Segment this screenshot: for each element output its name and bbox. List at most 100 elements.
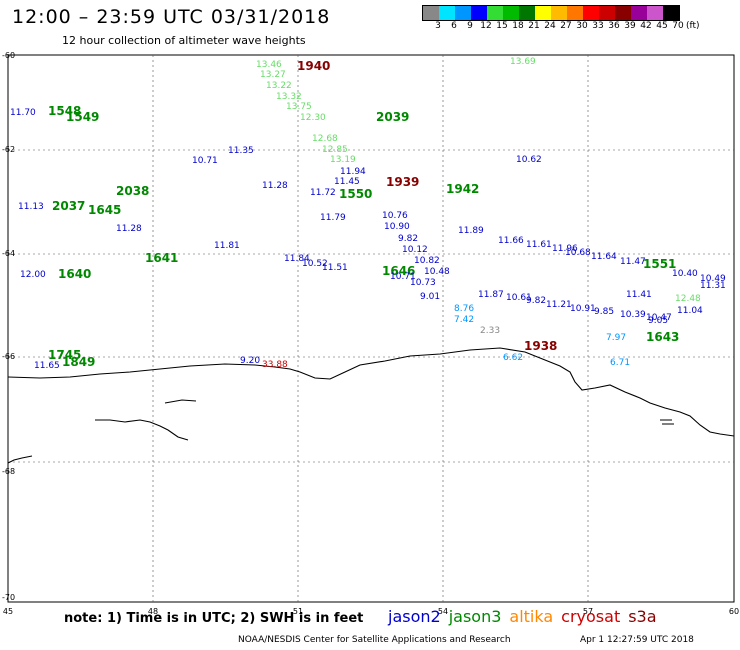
pass-time-label: 1646: [382, 264, 415, 278]
wave-height-value: 12.85: [322, 145, 348, 155]
scale-label: 39: [624, 21, 636, 31]
wave-height-value: 10.61: [506, 293, 532, 303]
wave-height-value: 11.13: [18, 202, 44, 212]
wave-height-value: 7.97: [606, 333, 626, 343]
wave-height-value: 10.90: [384, 222, 410, 232]
scale-label: 21: [528, 21, 540, 31]
wave-height-value: 10.49: [700, 274, 726, 284]
wave-height-value: 7.42: [454, 315, 474, 325]
wave-height-value: 33.88: [262, 360, 288, 370]
satellite-legend: jason2 jason3 altika cryosat s3a: [388, 607, 665, 626]
wave-height-value: 13.46: [256, 60, 282, 70]
latitude-label: -68: [2, 467, 15, 476]
pass-time-label: 1641: [145, 251, 178, 265]
wave-height-value: 11.35: [228, 146, 254, 156]
wave-height-value: 12.48: [675, 294, 701, 304]
wave-height-value: 9.01: [420, 292, 440, 302]
pass-time-label: 2037: [52, 199, 85, 213]
graticule: [8, 55, 734, 602]
scale-swatch-30: [567, 6, 583, 20]
wave-height-value: 9.82: [398, 234, 418, 244]
wave-height-value: 12.68: [312, 134, 338, 144]
pass-time-label: 1548: [48, 104, 81, 118]
longitude-label: 54: [438, 607, 448, 616]
wave-height-value: 11.31: [700, 281, 726, 291]
pass-time-label: 1942: [446, 182, 479, 196]
wave-height-value: 11.65: [34, 361, 60, 371]
scale-swatch-24: [535, 6, 551, 20]
scale-label: 45: [656, 21, 668, 31]
wave-height-value: 10.68: [565, 248, 591, 258]
wave-height-value: 11.28: [116, 224, 142, 234]
wave-height-value: 9.82: [526, 296, 546, 306]
map-title: 12:00 – 23:59 UTC 03/31/2018: [12, 6, 331, 28]
pass-time-label: 1645: [88, 203, 121, 217]
pass-time-label: 1939: [386, 175, 419, 189]
wave-height-color-scale: [422, 5, 680, 21]
longitude-label: 60: [729, 607, 739, 616]
longitude-label: 45: [3, 607, 13, 616]
wave-height-value: 10.12: [402, 245, 428, 255]
scale-label: 6: [451, 21, 457, 31]
scale-swatch-42: [631, 6, 647, 20]
pass-time-label: 1551: [643, 257, 676, 271]
scale-swatch-15: [487, 6, 503, 20]
scale-swatch-33: [583, 6, 599, 20]
wave-height-value: 11.45: [334, 177, 360, 187]
pass-time-label: 1849: [62, 355, 95, 369]
pass-time-label: 1640: [58, 267, 91, 281]
wave-height-value: 13.32: [276, 92, 302, 102]
scale-label: 24: [544, 21, 556, 31]
wave-height-value: 11.89: [458, 226, 484, 236]
scale-label: 18: [512, 21, 524, 31]
wave-height-value: 11.64: [591, 252, 617, 262]
wave-height-value: 11.66: [498, 236, 524, 246]
wave-height-value: 11.72: [310, 188, 336, 198]
scale-label: 12: [480, 21, 492, 31]
latitude-label: -60: [2, 51, 15, 60]
wave-height-value: 11.21: [546, 300, 572, 310]
pass-time-label: 2039: [376, 110, 409, 124]
longitude-label: 51: [293, 607, 303, 616]
wave-height-value: 11.41: [626, 290, 652, 300]
pass-time-label: 1643: [646, 330, 679, 344]
pass-time-label: 1940: [297, 59, 330, 73]
scale-swatch-36: [599, 6, 615, 20]
longitude-label: 57: [583, 607, 593, 616]
scale-swatch-6: [439, 6, 455, 20]
wave-height-value: 13.19: [330, 155, 356, 165]
wave-height-value: 9.85: [594, 307, 614, 317]
wave-height-value: 12.00: [20, 270, 46, 280]
scale-label: 70: [672, 21, 684, 31]
scale-label: 33: [592, 21, 604, 31]
map-subtitle: 12 hour collection of altimeter wave hei…: [62, 34, 306, 47]
wave-height-value: 13.75: [286, 102, 312, 112]
satellite-jason2: jason2: [388, 607, 441, 626]
latitude-label: -70: [2, 593, 15, 602]
scale-label: 30: [576, 21, 588, 31]
wave-height-value: 10.71: [390, 272, 416, 282]
wave-height-value: 9.05: [648, 316, 668, 326]
scale-label: 9: [467, 21, 473, 31]
wave-height-value: 11.79: [320, 213, 346, 223]
wave-height-value: 13.22: [266, 81, 292, 91]
wave-height-value: 10.76: [382, 211, 408, 221]
wave-height-value: 11.51: [322, 263, 348, 273]
scale-swatch-70: [663, 6, 679, 20]
wave-height-value: 11.94: [340, 167, 366, 177]
map-frame: [7, 54, 735, 603]
pass-time-label: 2038: [116, 184, 149, 198]
wave-height-value: 2.33: [480, 326, 500, 336]
satellite-s3a: s3a: [628, 607, 657, 626]
wave-height-value: 10.39: [620, 310, 646, 320]
scale-swatch-45: [647, 6, 663, 20]
wave-height-value: 6.71: [610, 358, 630, 368]
wave-height-value: 10.71: [192, 156, 218, 166]
antarctic-coastline: [7, 347, 735, 464]
pass-time-label: 1938: [524, 339, 557, 353]
wave-height-value: 10.52: [302, 259, 328, 269]
wave-height-value: 11.28: [262, 181, 288, 191]
scale-label: 42: [640, 21, 652, 31]
map-note: note: 1) Time is in UTC; 2) SWH is in fe…: [64, 611, 364, 626]
